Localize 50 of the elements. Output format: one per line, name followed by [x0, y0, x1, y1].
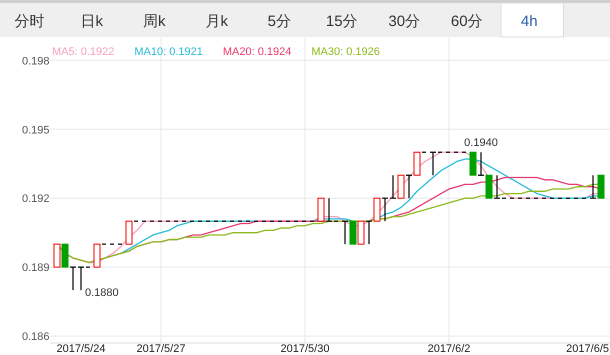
- candlestick: [381, 198, 389, 222]
- text: 5分: [268, 13, 291, 30]
- candlestick: [598, 174, 604, 199]
- text: 4h: [520, 13, 538, 30]
- candlestick: [94, 244, 100, 268]
- text: MA20: 0.1924: [222, 46, 292, 58]
- candlestick: [318, 198, 324, 222]
- candlestick: [414, 152, 420, 176]
- x-tick-label: 2017/5/30: [280, 343, 330, 355]
- y-tick-label: 0.192: [22, 193, 50, 206]
- x-tick-label: 2017/6/2: [428, 343, 470, 355]
- candlestick: [77, 266, 85, 291]
- candlestick: [477, 152, 485, 176]
- text: MA30: 0.1926: [311, 46, 380, 58]
- candlestick: [389, 174, 397, 199]
- x-tick-label: 2017/5/27: [136, 343, 186, 355]
- candlestick: [325, 198, 333, 222]
- candlestick: [358, 220, 364, 245]
- text: 月k: [206, 13, 228, 30]
- text: 日k: [80, 13, 104, 30]
- candlestick: [350, 220, 356, 245]
- candlestick: [405, 174, 413, 199]
- x-tick-label: 2017/6/5: [566, 343, 609, 355]
- candlestick: [365, 220, 373, 245]
- candlestick: [69, 266, 77, 291]
- y-tick-label: 0.198: [22, 55, 50, 68]
- text: 分时: [14, 13, 44, 30]
- candlestick: [341, 220, 349, 245]
- y-tick-label: 0.195: [22, 124, 50, 136]
- annotation: 0.1940: [464, 137, 498, 150]
- y-tick-label: 0.186: [22, 331, 50, 344]
- text: MA10: 0.1921: [134, 46, 203, 58]
- text: MA5: 0.1922: [52, 46, 114, 58]
- candlestick: [62, 244, 68, 268]
- candlestick: [398, 174, 404, 199]
- candlestick: [126, 220, 132, 245]
- text: 15分: [326, 13, 358, 30]
- candlestick: [470, 152, 476, 176]
- text: 周k: [143, 13, 166, 30]
- candlestick: [486, 174, 492, 199]
- annotation: 0.1880: [85, 287, 119, 300]
- candlestick: [374, 198, 380, 222]
- candlestick: [54, 244, 60, 268]
- candlestick: [493, 174, 501, 199]
- candlestick: [589, 174, 597, 199]
- y-tick-label: 0.189: [22, 262, 50, 274]
- candlestick: [429, 152, 437, 176]
- text: 30分: [388, 13, 420, 30]
- text: 60分: [450, 13, 483, 30]
- x-tick-label: 2017/5/24: [56, 343, 106, 355]
